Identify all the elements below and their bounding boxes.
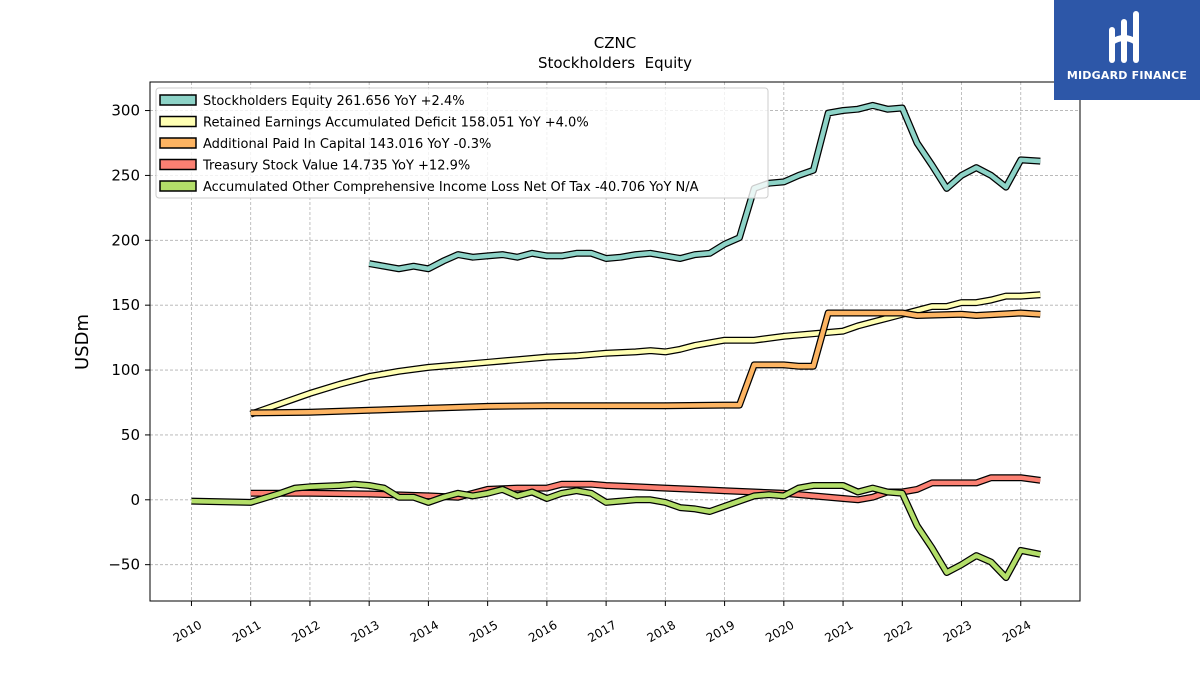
- x-tick-label: 2017: [585, 618, 618, 645]
- x-tick-label: 2024: [1000, 618, 1033, 645]
- series-line-4: [191, 481, 1041, 580]
- x-tick-label: 2010: [171, 618, 204, 645]
- legend-label-0: Stockholders Equity 261.656 YoY +2.4%: [203, 94, 465, 109]
- y-axis-label: USDm: [72, 314, 93, 370]
- x-tick-label: 2013: [348, 618, 381, 645]
- legend-swatch-2: [159, 137, 197, 149]
- series-lines: [191, 101, 1041, 582]
- legend-label-4: Accumulated Other Comprehensive Income L…: [203, 180, 699, 195]
- x-tick-label: 2012: [289, 618, 322, 645]
- x-tick-label: 2019: [704, 618, 737, 645]
- legend-label-1: Retained Earnings Accumulated Deficit 15…: [203, 116, 589, 131]
- legend-swatch-0: [159, 94, 197, 106]
- legend-swatch-3: [159, 158, 197, 171]
- brand-name: MIDGARD FINANCE: [1066, 69, 1188, 82]
- midgard-logo-icon: [1109, 11, 1139, 63]
- legend: Stockholders Equity 261.656 YoY +2.4% Ret…: [155, 87, 769, 199]
- series-line-2: [250, 310, 1041, 416]
- x-tick-label: 2023: [941, 618, 974, 645]
- series-line-1: [249, 292, 1041, 417]
- plot-frame: [149, 81, 1081, 602]
- x-tick-label: 2018: [645, 618, 678, 645]
- x-tick-label: 2021: [822, 618, 855, 645]
- y-tick-label: 100: [111, 361, 140, 379]
- legend-swatch-1: [159, 115, 197, 128]
- brand-logo: MIDGARD FINANCE: [1054, 0, 1200, 100]
- chart-subtitle: Stockholders Equity: [538, 54, 692, 72]
- series-line-0: [368, 103, 1041, 272]
- y-tick-label: 300: [111, 102, 140, 120]
- y-tick-label: 250: [111, 166, 140, 184]
- legend-swatch-4: [159, 180, 197, 192]
- chart-title: CZNC: [594, 34, 636, 52]
- x-tick-label: 2020: [763, 618, 796, 645]
- y-tick-label: −50: [108, 556, 140, 574]
- y-tick-label: 0: [130, 491, 140, 509]
- y-tick-label: 200: [111, 231, 140, 249]
- x-tick-label: 2022: [882, 618, 915, 645]
- x-tick-label: 2014: [408, 618, 441, 645]
- x-tick-label: 2016: [526, 618, 559, 645]
- x-tick-label: 2011: [230, 618, 263, 645]
- y-tick-label: 50: [121, 426, 140, 444]
- series-outline-4: [191, 480, 1041, 582]
- y-tick-label: 150: [111, 296, 140, 314]
- legend-box: [155, 87, 769, 199]
- x-tick-label: 2015: [467, 618, 500, 645]
- legend-label-3: Treasury Stock Value 14.735 YoY +12.9%: [202, 159, 470, 174]
- legend-label-2: Additional Paid In Capital 143.016 YoY -…: [203, 137, 491, 152]
